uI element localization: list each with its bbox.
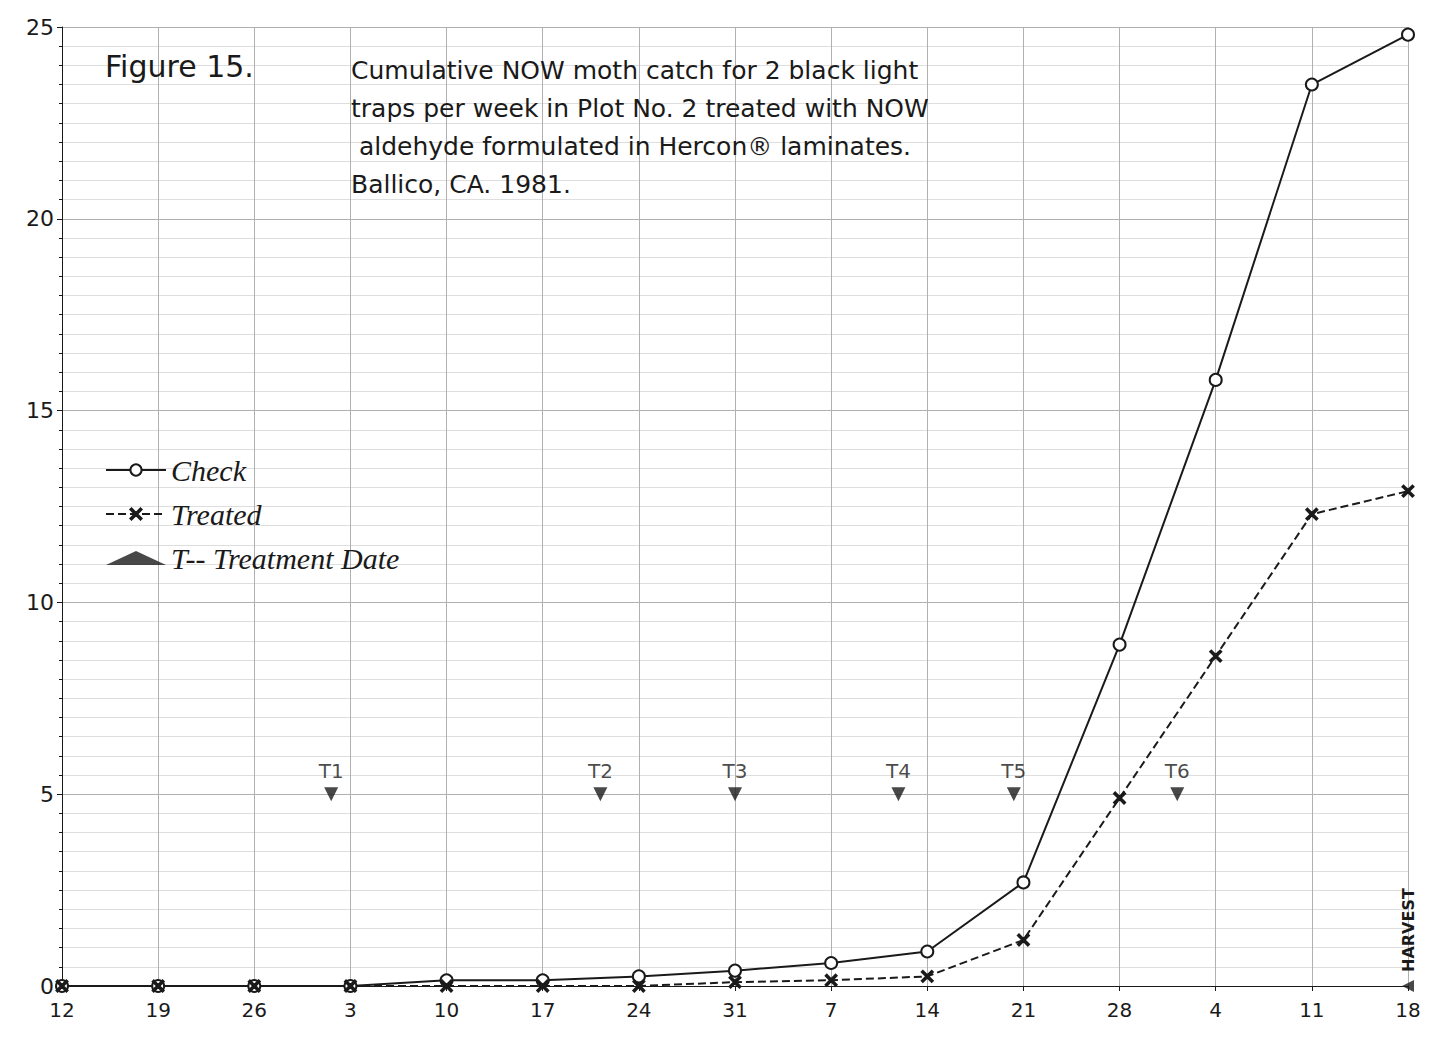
svg-text:7: 7 xyxy=(825,998,838,1022)
svg-text:12: 12 xyxy=(49,998,74,1022)
svg-text:aldehyde formulated in Hercon®: aldehyde formulated in Hercon® laminates… xyxy=(351,132,919,161)
svg-text:25: 25 xyxy=(26,15,54,40)
svg-text:4: 4 xyxy=(1209,998,1222,1022)
svg-text:10: 10 xyxy=(26,590,54,615)
svg-text:31: 31 xyxy=(722,998,747,1022)
svg-text:T4: T4 xyxy=(885,759,911,783)
svg-text:T-- Treatment Date: T-- Treatment Date xyxy=(171,542,399,575)
svg-text:T6: T6 xyxy=(1164,759,1190,783)
svg-text:HARVEST: HARVEST xyxy=(1399,888,1418,972)
svg-text:Ballico, CA. 1981.: Ballico, CA. 1981. xyxy=(351,170,571,199)
svg-text:11: 11 xyxy=(1299,998,1324,1022)
svg-text:T3: T3 xyxy=(722,759,748,783)
svg-text:Treated: Treated xyxy=(171,498,263,531)
svg-text:24: 24 xyxy=(626,998,651,1022)
svg-text:0: 0 xyxy=(40,974,54,999)
svg-text:T1: T1 xyxy=(318,759,344,783)
svg-text:Cumulative NOW moth catch for: Cumulative NOW moth catch for 2 black li… xyxy=(351,56,926,85)
svg-text:18: 18 xyxy=(1395,998,1420,1022)
svg-text:14: 14 xyxy=(915,998,940,1022)
svg-text:T5: T5 xyxy=(1000,759,1026,783)
svg-text:5: 5 xyxy=(40,782,54,807)
svg-text:20: 20 xyxy=(26,206,54,231)
svg-text:19: 19 xyxy=(145,998,170,1022)
svg-text:10: 10 xyxy=(434,998,459,1022)
svg-text:Check: Check xyxy=(171,454,247,487)
svg-text:3: 3 xyxy=(344,998,357,1022)
svg-text:21: 21 xyxy=(1011,998,1036,1022)
svg-text:traps per week in Plot No. 2 t: traps per week in Plot No. 2 treated wit… xyxy=(351,94,929,123)
svg-text:Figure 15.: Figure 15. xyxy=(105,49,254,84)
svg-text:15: 15 xyxy=(26,398,54,423)
svg-text:T2: T2 xyxy=(587,759,613,783)
svg-text:26: 26 xyxy=(242,998,267,1022)
svg-text:17: 17 xyxy=(530,998,555,1022)
svg-text:28: 28 xyxy=(1107,998,1132,1022)
